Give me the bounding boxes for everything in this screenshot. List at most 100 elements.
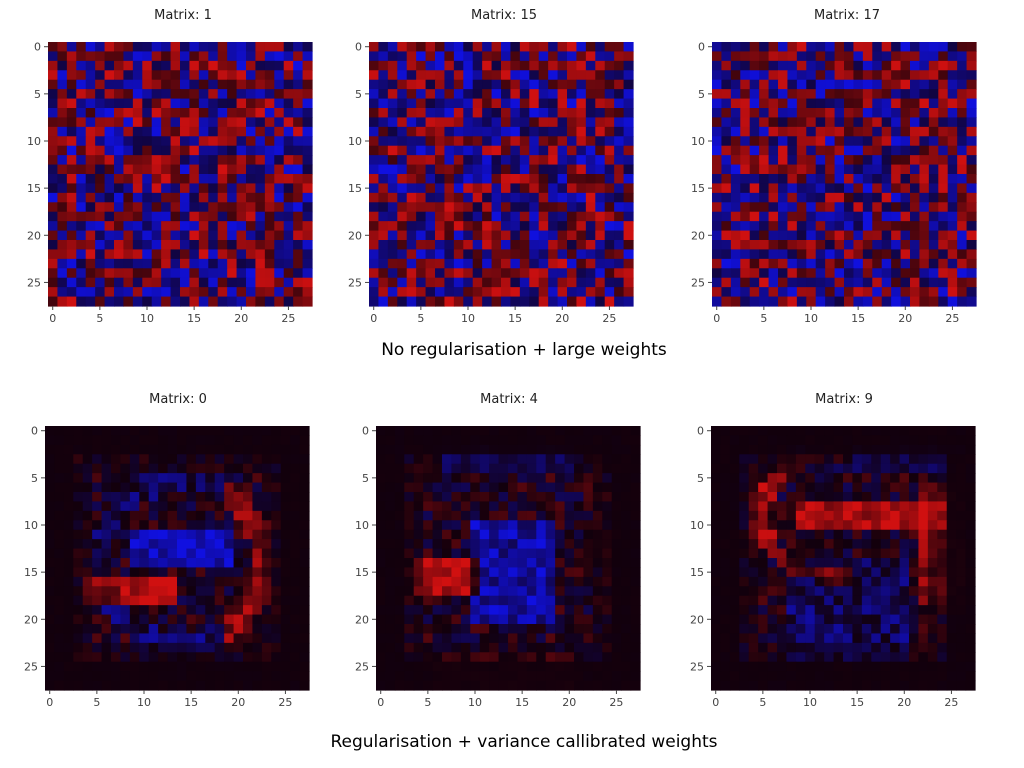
heatmap-cell xyxy=(872,145,883,156)
heatmap-cell xyxy=(529,42,540,53)
heatmap-cell xyxy=(198,79,209,90)
heatmap-cell xyxy=(283,174,294,185)
heatmap-cell xyxy=(129,454,140,465)
heatmap-cell xyxy=(910,249,921,260)
heatmap-cell xyxy=(394,501,405,512)
heatmap-cell xyxy=(167,642,178,653)
heatmap-cell xyxy=(623,249,634,260)
heatmap-cell xyxy=(721,164,732,175)
heatmap-cell xyxy=(510,277,521,288)
heatmap-cell xyxy=(444,108,455,119)
heatmap-cell xyxy=(538,202,549,213)
heatmap-cell xyxy=(274,164,285,175)
heatmap-cell xyxy=(129,567,140,578)
heatmap-cell xyxy=(378,183,389,194)
heatmap-cell xyxy=(909,444,920,455)
heatmap-cell xyxy=(519,108,530,119)
heatmap-cell xyxy=(583,661,594,672)
heatmap-cell xyxy=(217,183,228,194)
heatmap-cell xyxy=(567,164,578,175)
heatmap-cell xyxy=(602,642,613,653)
heatmap-cell xyxy=(387,183,398,194)
heatmap-cell xyxy=(482,296,493,307)
heatmap-cell xyxy=(526,501,537,512)
heatmap-cell xyxy=(170,268,181,279)
heatmap-cell xyxy=(57,268,68,279)
heatmap-cell xyxy=(290,576,301,587)
heatmap-cell xyxy=(749,108,760,119)
heatmap-cell xyxy=(937,661,948,672)
heatmap-cell xyxy=(630,501,641,512)
heatmap-cell xyxy=(57,136,68,147)
heatmap-cell xyxy=(404,492,415,503)
heatmap-cell xyxy=(369,164,380,175)
heatmap-cell xyxy=(872,117,883,128)
heatmap-cell xyxy=(740,70,751,81)
heatmap-cell xyxy=(186,605,197,616)
heatmap-cell xyxy=(900,183,911,194)
heatmap-cell xyxy=(881,211,892,222)
heatmap-cell xyxy=(946,539,957,550)
heatmap-cell xyxy=(280,510,291,521)
heatmap-cell xyxy=(777,576,788,587)
heatmap-cell xyxy=(189,89,200,100)
heatmap-cell xyxy=(574,482,585,493)
heatmap-cell xyxy=(630,463,641,474)
heatmap-cell xyxy=(161,211,172,222)
heatmap-cell xyxy=(545,614,556,625)
heatmap-cell xyxy=(899,473,910,484)
heatmap-cell xyxy=(536,529,547,540)
heatmap-cell xyxy=(378,240,389,251)
heatmap-cell xyxy=(217,145,228,156)
heatmap-cell xyxy=(529,221,540,232)
heatmap-cell xyxy=(585,136,596,147)
heatmap-cell xyxy=(778,211,789,222)
heatmap-cell xyxy=(824,548,835,559)
heatmap-cell xyxy=(104,79,115,90)
heatmap-cell xyxy=(711,595,722,606)
heatmap-cell xyxy=(460,576,471,587)
heatmap-cell xyxy=(404,642,415,653)
heatmap-cell xyxy=(555,595,566,606)
heatmap-cell xyxy=(730,108,741,119)
heatmap-cell xyxy=(479,614,490,625)
heatmap-cell xyxy=(129,435,140,446)
heatmap-cell xyxy=(712,60,723,71)
heatmap-cell xyxy=(957,202,968,213)
heatmap-cell xyxy=(404,539,415,550)
heatmap-cell xyxy=(872,89,883,100)
heatmap-cell xyxy=(63,501,74,512)
heatmap-cell xyxy=(151,145,162,156)
heatmap-cell xyxy=(95,287,106,298)
heatmap-cell xyxy=(825,145,836,156)
heatmap-cell xyxy=(406,60,417,71)
heatmap-cell xyxy=(592,501,603,512)
heatmap-cell xyxy=(729,633,740,644)
heatmap-cell xyxy=(890,454,901,465)
heatmap-cell xyxy=(299,473,310,484)
heatmap-cell xyxy=(872,164,883,175)
heatmap-cell xyxy=(721,51,732,62)
heatmap-cell xyxy=(787,211,798,222)
heatmap-cell xyxy=(243,529,254,540)
heatmap-cell xyxy=(824,510,835,521)
heatmap-cell xyxy=(748,642,759,653)
heatmap-cell xyxy=(890,501,901,512)
heatmap-cell xyxy=(519,240,530,251)
heatmap-cell xyxy=(378,164,389,175)
heatmap-cell xyxy=(966,287,977,298)
heatmap-cell xyxy=(114,221,125,232)
heatmap-cell xyxy=(48,287,59,298)
heatmap-cell xyxy=(158,529,169,540)
heatmap-cell xyxy=(611,633,622,644)
heatmap-cell xyxy=(120,548,131,559)
heatmap-cell xyxy=(545,454,556,465)
heatmap-cell xyxy=(255,155,266,166)
heatmap-cell xyxy=(142,240,153,251)
heatmap-cell xyxy=(129,520,140,531)
heatmap-cell xyxy=(815,296,826,307)
heatmap-cell xyxy=(236,183,247,194)
heatmap-cell xyxy=(45,680,56,691)
heatmap-cell xyxy=(243,520,254,531)
heatmap-cell xyxy=(432,444,443,455)
